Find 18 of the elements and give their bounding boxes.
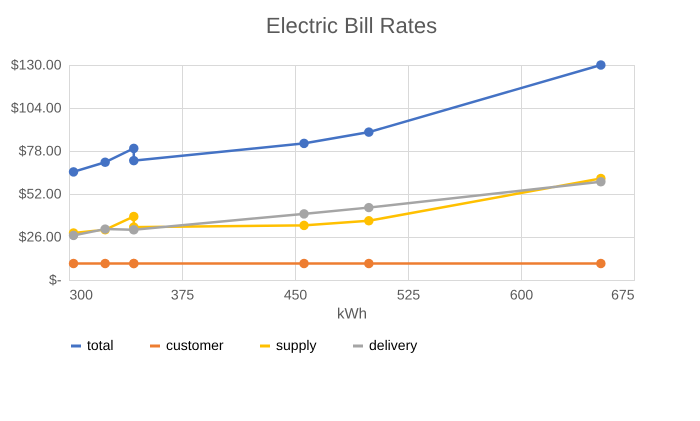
y-tick-label: $52.00 [18,186,62,202]
x-tick-label: 675 [611,286,635,302]
y-tick-label: $26.00 [18,228,62,244]
legend-label: total [87,337,114,353]
x-tick-label: 525 [396,286,420,302]
x-axis-title: kWh [337,306,367,322]
x-tick-label: 600 [510,286,534,302]
y-tick-label: $78.00 [18,142,62,158]
y-tick-label: $104.00 [10,100,62,116]
x-tick-label: 300 [70,286,94,302]
legend-label: customer [166,337,224,353]
y-tick-label: $- [49,272,62,288]
y-tick-label: $130.00 [10,56,62,72]
legend-label: delivery [369,337,418,353]
x-tick-label: 375 [170,286,194,302]
x-tick-label: 450 [284,286,308,302]
legend-label: supply [276,337,316,353]
chart-title: Electric Bill Rates [266,13,438,38]
